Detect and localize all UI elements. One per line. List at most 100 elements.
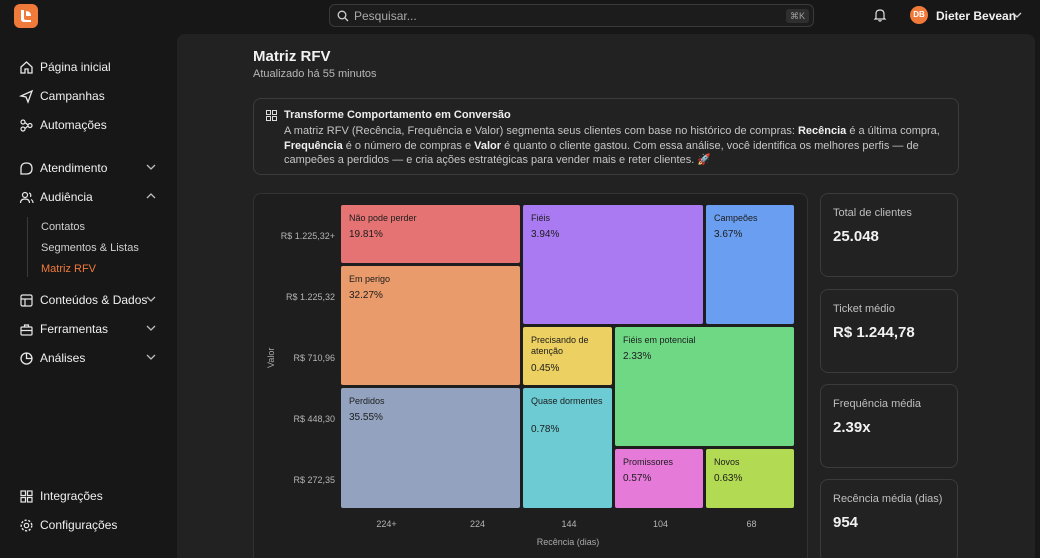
segment-name: Fiéis [531, 213, 551, 223]
page-title: Matriz RFV [253, 48, 331, 65]
chevron-down-icon [146, 354, 156, 360]
kpi-value: 2.39x [833, 419, 871, 436]
sidebar-item-audience[interactable]: Audiência [18, 187, 160, 207]
top-bar: Pesquisar... ⌘K DB Dieter Bevean [0, 0, 1040, 32]
chevron-down-icon [146, 296, 156, 302]
sidebar-item-label: Página inicial [40, 60, 111, 74]
kpi-value: R$ 1.244,78 [833, 324, 915, 341]
sidebar-item-tools[interactable]: Ferramentas [18, 319, 160, 339]
sidebar-item-support[interactable]: Atendimento [18, 158, 160, 178]
page-subtitle: Atualizado há 55 minutos [253, 68, 377, 80]
sidebar-item-automations[interactable]: Automações [18, 115, 160, 135]
kpi-label: Frequência média [833, 398, 922, 410]
segment-percent: 19.81% [349, 229, 383, 240]
grid-plus-icon [18, 488, 34, 504]
segment-name: Perdidos [349, 396, 385, 406]
kpi-average-recency: Recência média (dias) 954 [820, 479, 958, 558]
sidebar-item-settings[interactable]: Configurações [18, 515, 160, 535]
kpi-average-frequency: Frequência média 2.39x [820, 384, 958, 468]
kpi-label: Ticket médio [833, 303, 895, 315]
segment-percent: 3.67% [714, 229, 743, 240]
chevron-down-icon[interactable] [1012, 11, 1022, 19]
segment-percent: 32.27% [349, 290, 383, 301]
sidebar-subitem-segments[interactable]: Segmentos & Listas [41, 242, 139, 254]
search-input[interactable]: Pesquisar... [354, 9, 417, 23]
sidebar-item-label: Análises [40, 351, 86, 365]
chevron-up-icon [146, 193, 156, 199]
sidebar: Página inicial Campanhas Automações Aten… [0, 32, 176, 558]
info-banner: Transforme Comportamento em Conversão A … [253, 98, 959, 175]
notification-bell-icon[interactable] [873, 8, 887, 22]
segment-precisando-de-atencao[interactable]: Precisando de atenção 0.45% [523, 327, 612, 385]
info-title: Transforme Comportamento em Conversão [284, 109, 511, 121]
segment-name: Em perigo [349, 274, 391, 284]
segment-percent: 0.45% [531, 363, 560, 374]
segment-quase-dormentes[interactable]: Quase dormentes 0.78% [523, 388, 612, 508]
segment-campeoes[interactable]: Campeões 3.67% [706, 205, 794, 324]
sidebar-item-home[interactable]: Página inicial [18, 57, 160, 77]
sidebar-item-label: Integrações [40, 489, 103, 503]
segment-percent: 2.33% [623, 351, 652, 362]
home-icon [18, 59, 34, 75]
segment-fieis-em-potencial[interactable]: Fiéis em potencial 2.33% [615, 327, 794, 446]
avatar[interactable]: DB [910, 6, 928, 24]
automation-icon [18, 117, 34, 133]
kpi-value: 25.048 [833, 228, 879, 245]
search-shortcut: ⌘K [785, 9, 809, 23]
chevron-down-icon [146, 164, 156, 170]
sidebar-item-label: Automações [40, 118, 107, 132]
segment-name: Novos [714, 457, 740, 467]
gear-icon [18, 517, 34, 533]
logo-icon [21, 10, 31, 22]
segment-fieis[interactable]: Fiéis 3.94% [523, 205, 703, 324]
pie-chart-icon [18, 350, 34, 366]
search-bar[interactable]: Pesquisar... ⌘K [329, 4, 814, 27]
chevron-down-icon [146, 325, 156, 331]
sidebar-subitem-contacts[interactable]: Contatos [41, 221, 86, 233]
segment-percent: 0.78% [531, 424, 560, 435]
segment-name: Promissores [623, 457, 674, 467]
chat-icon [18, 160, 34, 176]
sidebar-item-label: Conteúdos & Dados [40, 293, 148, 307]
layers-icon [18, 292, 34, 308]
sidebar-item-integrations[interactable]: Integrações [18, 486, 160, 506]
search-icon [337, 10, 349, 22]
segment-percent: 3.94% [531, 229, 560, 240]
segment-name: Não pode perder [349, 213, 417, 223]
segment-em-perigo[interactable]: Em perigo 32.27% [341, 266, 520, 385]
sidebar-item-label: Configurações [40, 518, 118, 532]
kpi-label: Total de clientes [833, 207, 912, 219]
sidebar-subitem-rfv-matrix[interactable]: Matriz RFV [41, 263, 96, 275]
send-icon [18, 88, 34, 104]
users-icon [18, 189, 34, 205]
segment-perdidos[interactable]: Perdidos 35.55% [341, 388, 520, 508]
segment-novos[interactable]: Novos 0.63% [706, 449, 794, 508]
segment-name: Fiéis em potencial [623, 335, 696, 345]
kpi-average-ticket: Ticket médio R$ 1.244,78 [820, 289, 958, 373]
kpi-total-customers: Total de clientes 25.048 [820, 193, 958, 277]
segment-percent: 0.57% [623, 473, 652, 484]
sidebar-item-label: Campanhas [40, 89, 105, 103]
segment-name: Quase dormentes [531, 396, 603, 406]
segment-promissores[interactable]: Promissores 0.57% [615, 449, 703, 508]
segment-nao-pode-perder[interactable]: Não pode perder 19.81% [341, 205, 520, 263]
user-name[interactable]: Dieter Bevean [936, 9, 1017, 23]
segment-percent: 0.63% [714, 473, 743, 484]
sidebar-item-label: Ferramentas [40, 322, 109, 336]
app-logo[interactable] [14, 4, 38, 28]
segment-name: Campeões [714, 213, 758, 223]
submenu-divider [27, 217, 28, 277]
sidebar-item-analytics[interactable]: Análises [18, 348, 160, 368]
sidebar-item-campaigns[interactable]: Campanhas [18, 86, 160, 106]
sidebar-item-content[interactable]: Conteúdos & Dados [18, 290, 160, 310]
kpi-label: Recência média (dias) [833, 493, 943, 505]
toolbox-icon [18, 321, 34, 337]
kpi-value: 954 [833, 514, 859, 531]
grid-icon [266, 110, 277, 121]
segment-percent: 35.55% [349, 412, 383, 423]
segment-name: Precisando de atenção [531, 335, 589, 356]
sidebar-item-label: Audiência [40, 190, 93, 204]
sidebar-item-label: Atendimento [40, 161, 108, 175]
info-body: A matriz RFV (Recência, Frequência e Val… [284, 125, 940, 166]
